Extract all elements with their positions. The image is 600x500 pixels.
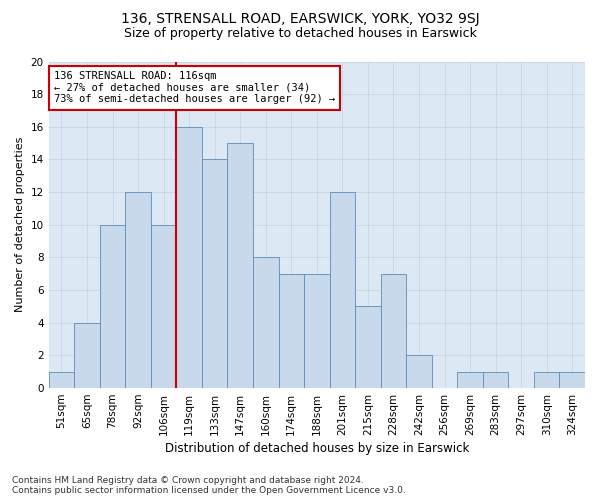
Bar [74, 323, 100, 388]
Bar [100, 225, 125, 388]
Bar [125, 192, 151, 388]
Bar [227, 143, 253, 388]
Bar [534, 372, 559, 388]
Bar [355, 306, 380, 388]
Bar [457, 372, 483, 388]
Bar [483, 372, 508, 388]
Text: Contains HM Land Registry data © Crown copyright and database right 2024.
Contai: Contains HM Land Registry data © Crown c… [12, 476, 406, 495]
Y-axis label: Number of detached properties: Number of detached properties [15, 137, 25, 312]
Bar [49, 372, 74, 388]
Bar [202, 160, 227, 388]
Text: 136, STRENSALL ROAD, EARSWICK, YORK, YO32 9SJ: 136, STRENSALL ROAD, EARSWICK, YORK, YO3… [121, 12, 479, 26]
Bar [304, 274, 329, 388]
Bar [278, 274, 304, 388]
Bar [406, 356, 432, 388]
X-axis label: Distribution of detached houses by size in Earswick: Distribution of detached houses by size … [164, 442, 469, 455]
Bar [176, 127, 202, 388]
Bar [151, 225, 176, 388]
Bar [329, 192, 355, 388]
Text: 136 STRENSALL ROAD: 116sqm
← 27% of detached houses are smaller (34)
73% of semi: 136 STRENSALL ROAD: 116sqm ← 27% of deta… [54, 72, 335, 104]
Bar [253, 258, 278, 388]
Text: Size of property relative to detached houses in Earswick: Size of property relative to detached ho… [124, 28, 476, 40]
Bar [380, 274, 406, 388]
Bar [559, 372, 585, 388]
